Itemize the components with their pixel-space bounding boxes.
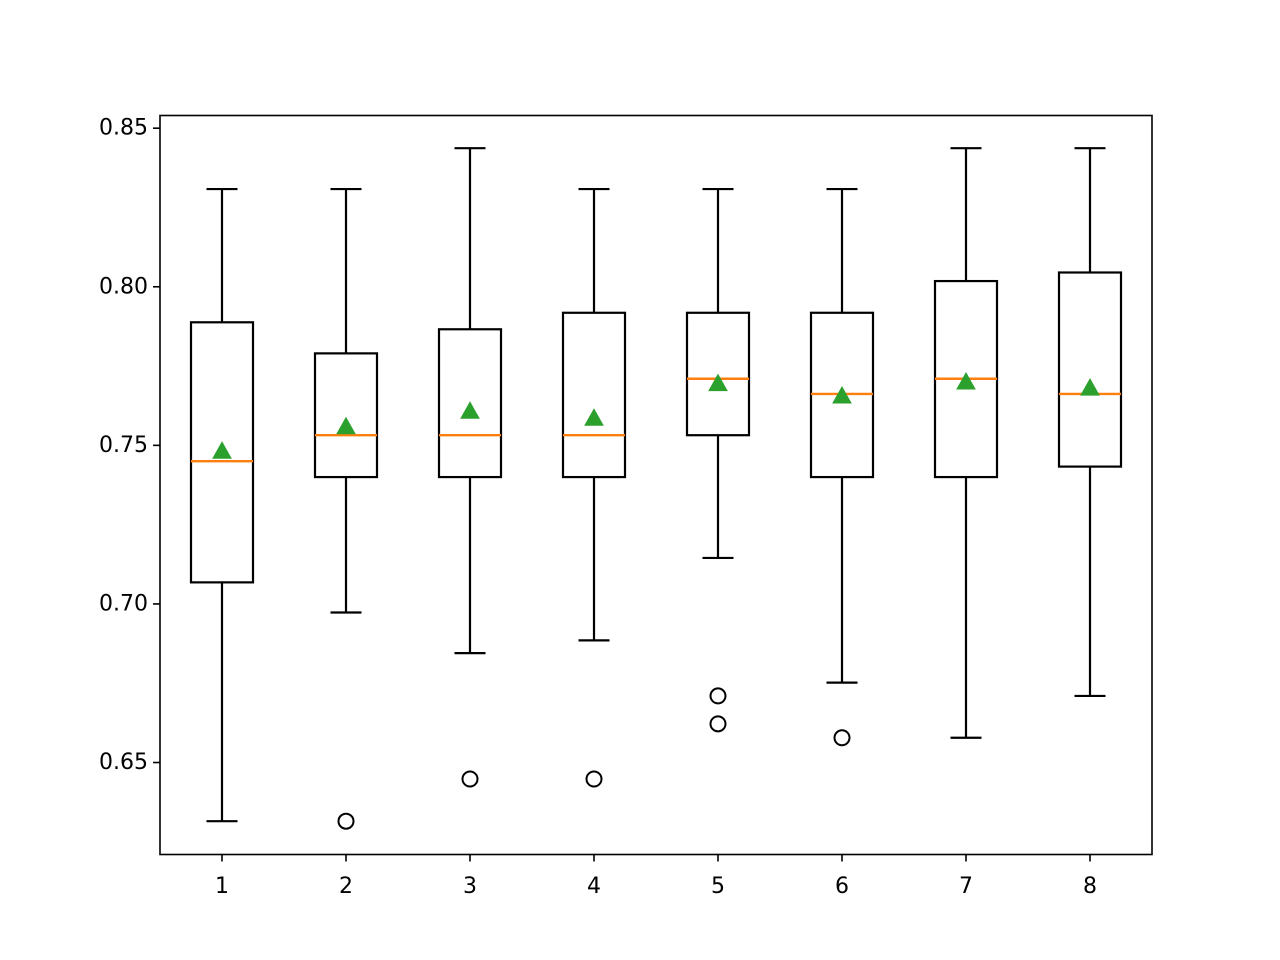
mean-marker-8 — [1080, 378, 1100, 396]
x-tick-label-8: 8 — [1083, 874, 1097, 899]
x-tick-label-5: 5 — [711, 874, 725, 899]
x-tick-label-2: 2 — [339, 874, 353, 899]
outlier-6-0 — [833, 729, 851, 747]
x-tick-label-7: 7 — [959, 874, 973, 899]
box-group-4 — [561, 187, 627, 788]
mean-marker-2 — [336, 416, 356, 435]
y-tick-label-0.85: 0.85 — [99, 116, 148, 141]
mean-marker-1 — [212, 441, 232, 459]
box-group-1 — [189, 187, 255, 823]
box-group-3 — [437, 147, 503, 788]
box-4 — [561, 311, 627, 479]
mean-marker-7 — [956, 372, 976, 390]
plot-frame — [159, 114, 1153, 856]
box-2 — [313, 352, 379, 479]
box-group-5 — [685, 187, 751, 733]
x-tick-label-4: 4 — [587, 874, 601, 899]
y-tick-label-0.75: 0.75 — [99, 433, 148, 458]
y-axis: 0.65 0.70 0.75 0.80 0.85 — [99, 116, 160, 775]
outlier-3-0 — [461, 770, 479, 788]
y-tick-label-0.80: 0.80 — [99, 274, 148, 299]
outlier-4-0 — [585, 770, 603, 788]
mean-marker-5 — [708, 373, 728, 392]
boxes-layer — [189, 147, 1123, 830]
mean-marker-4 — [584, 408, 604, 426]
mean-marker-6 — [832, 385, 852, 404]
box-group-8 — [1057, 147, 1123, 698]
mean-marker-3 — [460, 401, 480, 419]
box-group-6 — [809, 187, 875, 747]
x-axis: 1 2 3 4 5 6 7 8 — [215, 854, 1097, 899]
outlier-5-1 — [709, 715, 727, 733]
y-tick-label-0.65: 0.65 — [99, 750, 148, 775]
box-group-7 — [933, 147, 999, 739]
outlier-2-0 — [337, 812, 355, 830]
x-tick-label-1: 1 — [215, 874, 229, 899]
box-group-2 — [313, 187, 379, 830]
x-tick-label-6: 6 — [835, 874, 849, 899]
outlier-5-0 — [709, 687, 727, 705]
x-tick-label-3: 3 — [463, 874, 477, 899]
y-tick-label-0.70: 0.70 — [99, 591, 148, 616]
box-8 — [1057, 271, 1123, 468]
